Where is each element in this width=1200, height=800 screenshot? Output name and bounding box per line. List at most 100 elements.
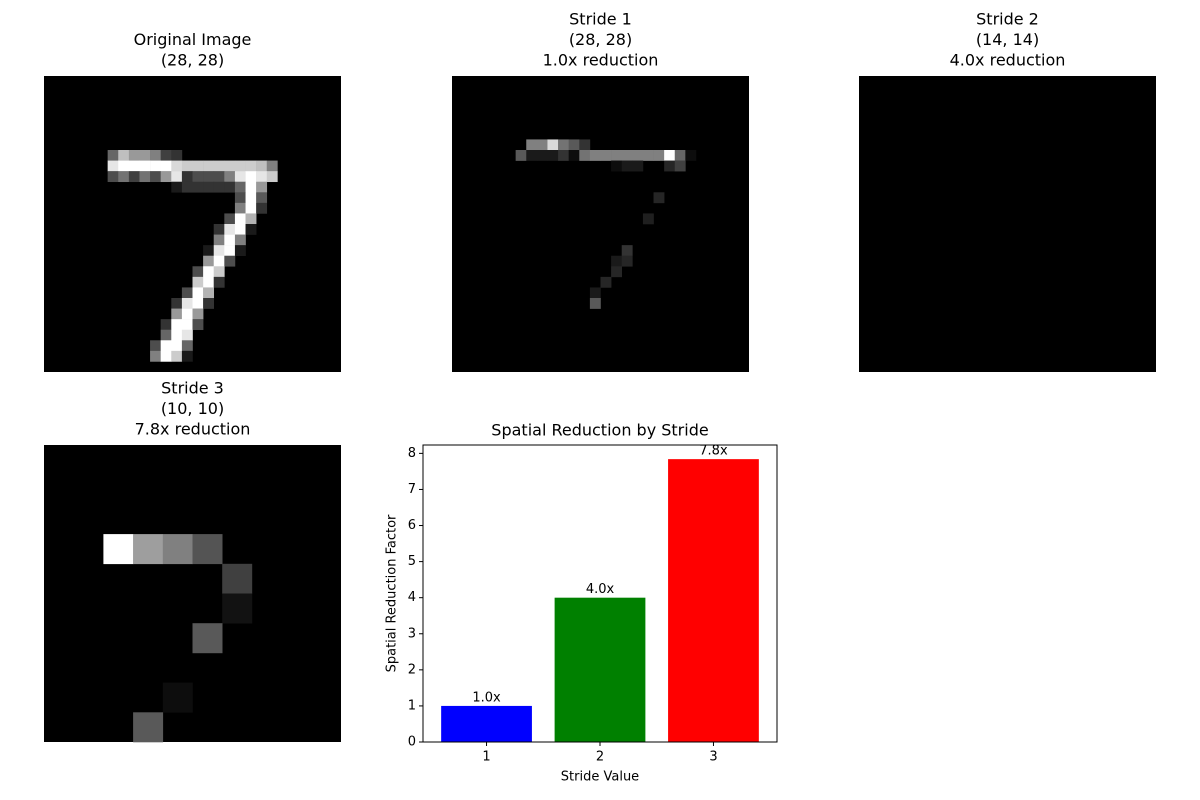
pixel bbox=[234, 245, 246, 257]
pixel bbox=[526, 139, 538, 151]
pixel bbox=[611, 266, 623, 278]
pixel bbox=[224, 171, 236, 183]
x-tick-label: 2 bbox=[596, 750, 604, 765]
pixel bbox=[160, 150, 172, 161]
pixel bbox=[642, 213, 654, 225]
pixel bbox=[224, 245, 236, 257]
pixel bbox=[160, 160, 172, 172]
y-tick-label: 7 bbox=[408, 482, 416, 497]
pixel bbox=[160, 171, 172, 183]
pixel bbox=[600, 150, 612, 161]
pixel bbox=[160, 350, 172, 362]
pixel bbox=[224, 224, 236, 235]
pixel bbox=[171, 160, 183, 172]
pixel bbox=[171, 350, 183, 362]
pixel bbox=[192, 298, 204, 309]
pixel bbox=[133, 534, 164, 565]
pixel bbox=[103, 534, 134, 565]
pixel bbox=[589, 287, 601, 299]
pixel bbox=[664, 160, 676, 172]
pixel bbox=[234, 224, 246, 235]
pixel bbox=[245, 213, 257, 225]
pixel bbox=[107, 171, 119, 183]
pixel bbox=[653, 150, 665, 161]
pixel bbox=[192, 171, 204, 183]
pixel bbox=[234, 171, 246, 183]
pixel bbox=[611, 160, 623, 172]
pixel bbox=[245, 171, 257, 183]
pixel bbox=[213, 245, 225, 257]
pixel bbox=[213, 160, 225, 172]
pixel bbox=[181, 160, 193, 172]
pixel bbox=[234, 192, 246, 204]
pixel bbox=[162, 682, 193, 713]
pixel bbox=[245, 224, 257, 235]
pixel bbox=[579, 150, 591, 161]
pixel bbox=[203, 255, 215, 267]
pixel bbox=[192, 276, 204, 288]
pixel bbox=[181, 287, 193, 299]
panel-title: (28, 28) bbox=[569, 30, 632, 49]
pixel bbox=[213, 171, 225, 183]
pixel bbox=[150, 350, 161, 362]
pixel bbox=[203, 298, 215, 309]
panel-title: Stride 3 bbox=[161, 379, 224, 398]
pixel bbox=[128, 171, 140, 183]
pixel bbox=[181, 308, 193, 320]
pixel bbox=[224, 234, 236, 246]
pixel bbox=[107, 160, 119, 172]
pixel bbox=[171, 150, 183, 161]
pixel bbox=[266, 171, 278, 183]
pixel bbox=[256, 192, 268, 204]
pixel bbox=[621, 160, 633, 172]
x-tick-label: 3 bbox=[709, 750, 717, 765]
panel-title: 1.0x reduction bbox=[543, 51, 659, 70]
pixel bbox=[579, 139, 591, 151]
pixel bbox=[621, 255, 633, 267]
pixel bbox=[224, 255, 236, 267]
pixel bbox=[192, 308, 204, 320]
pixel bbox=[234, 160, 246, 172]
pixel bbox=[536, 139, 548, 151]
pixel bbox=[181, 350, 193, 362]
pixel bbox=[547, 139, 559, 151]
pixel bbox=[664, 150, 676, 161]
y-tick-label: 6 bbox=[408, 518, 416, 533]
pixel bbox=[181, 319, 193, 331]
pixel bbox=[160, 319, 172, 331]
panel-title: Stride 2 bbox=[976, 10, 1039, 29]
pixel bbox=[547, 150, 559, 161]
pixel bbox=[133, 712, 164, 743]
pixel bbox=[118, 150, 130, 161]
pixel bbox=[256, 202, 268, 214]
pixel bbox=[192, 319, 204, 331]
pixel bbox=[139, 160, 151, 172]
image-background bbox=[452, 76, 749, 372]
pixel bbox=[118, 171, 130, 183]
panel-title: (28, 28) bbox=[161, 51, 224, 70]
pixel bbox=[245, 181, 257, 193]
pixel bbox=[203, 245, 215, 257]
x-tick-label: 1 bbox=[482, 750, 490, 765]
pixel bbox=[245, 202, 257, 214]
y-tick-label: 5 bbox=[408, 554, 416, 569]
value-label: 7.8x bbox=[699, 444, 728, 459]
image-background bbox=[859, 76, 1156, 372]
pixel bbox=[171, 298, 183, 309]
pixel bbox=[203, 266, 215, 278]
pixel bbox=[213, 234, 225, 246]
pixel bbox=[171, 181, 183, 193]
pixel bbox=[203, 276, 215, 288]
panel-title: Stride 1 bbox=[569, 10, 632, 29]
pixel bbox=[150, 150, 161, 161]
pixel bbox=[256, 171, 268, 183]
pixel bbox=[203, 171, 215, 183]
pixel bbox=[181, 171, 193, 183]
pixel bbox=[181, 298, 193, 309]
pixel bbox=[118, 160, 130, 172]
pixel bbox=[611, 150, 623, 161]
pixel bbox=[589, 150, 601, 161]
pixel bbox=[150, 160, 161, 172]
pixel bbox=[653, 192, 665, 204]
pixel bbox=[213, 276, 225, 288]
